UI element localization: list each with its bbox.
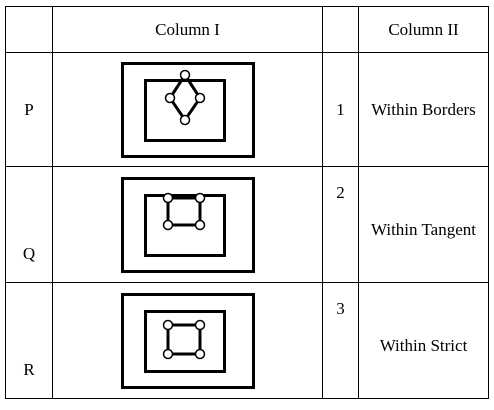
figure-cell <box>52 52 323 167</box>
row-number: 2 <box>322 166 359 283</box>
nested-rectangles-diamond-icon <box>120 61 255 158</box>
nested-rectangles-square-inside-icon <box>120 292 255 389</box>
row-description: Within Borders <box>358 52 489 167</box>
row-number: 1 <box>322 52 359 167</box>
figure-cell <box>52 282 323 399</box>
table-row: R 3 Within Strict <box>5 282 489 399</box>
row-description: Within Tangent <box>358 166 489 283</box>
row-label: Q <box>5 166 53 283</box>
row-number: 3 <box>322 282 359 399</box>
header-row: Column I Column II <box>5 6 489 53</box>
header-column-i: Column I <box>52 6 323 53</box>
row-label: P <box>5 52 53 167</box>
row-description: Within Strict <box>358 282 489 399</box>
matching-table: Column I Column II P 1 Within Borders Q <box>5 6 489 399</box>
table-row: P 1 Within Borders <box>5 52 489 167</box>
header-column-ii: Column II <box>358 6 489 53</box>
header-blank-cell <box>322 6 359 53</box>
nested-rectangles-square-touching-icon <box>120 176 255 273</box>
row-label: R <box>5 282 53 399</box>
header-blank-cell <box>5 6 53 53</box>
table-row: Q 2 Within Tangent <box>5 166 489 283</box>
figure-cell <box>52 166 323 283</box>
